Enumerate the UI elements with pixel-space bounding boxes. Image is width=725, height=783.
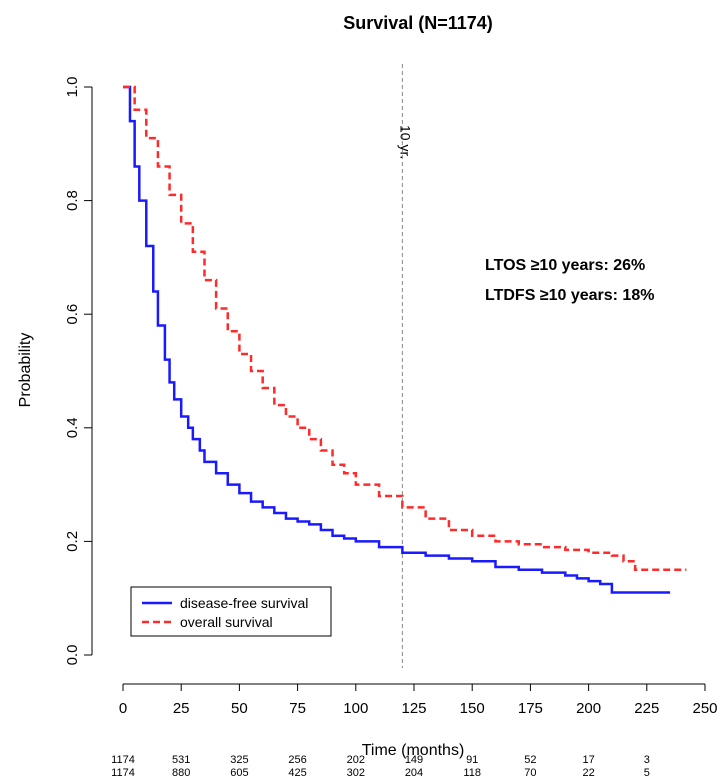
x-ticks: 0 25 50 75 100 125 150 175 200 225 250 — [119, 684, 718, 717]
y-tick-label: 0.8 — [64, 190, 81, 211]
risk-table-count: 302 — [347, 767, 365, 779]
x-tick-label: 0 — [119, 700, 127, 717]
x-tick-label: 25 — [173, 700, 190, 717]
series-disease-free-survival — [123, 85, 671, 594]
ten-year-label: 10 yr. — [397, 125, 413, 159]
y-ticks: 0.0 0.2 0.4 0.6 0.8 1.0 — [64, 77, 92, 666]
risk-table-count: 1174 — [111, 767, 135, 779]
x-tick-label: 175 — [518, 700, 543, 717]
x-tick-label: 250 — [692, 700, 717, 717]
annotation-ltos: LTOS ≥10 years: 26% — [485, 257, 645, 274]
risk-table-count: 52 — [524, 754, 536, 766]
x-tick-label: 225 — [634, 700, 659, 717]
y-tick-label: 0.6 — [64, 304, 81, 325]
risk-table-count: 149 — [405, 754, 423, 766]
risk-table-count: 5 — [644, 767, 650, 779]
series-overall-survival — [123, 85, 687, 572]
risk-table-count: 256 — [288, 754, 306, 766]
y-tick-label: 1.0 — [64, 77, 81, 98]
risk-table-count: 880 — [172, 767, 190, 779]
risk-table-count: 22 — [582, 767, 594, 779]
legend-box — [130, 586, 332, 637]
risk-table-count: 531 — [172, 754, 190, 766]
series-layer — [123, 85, 687, 594]
x-tick-label: 200 — [576, 700, 601, 717]
risk-table: 1174 531 325 256 202 149 91 52 17 3 1174 880 605 425 3… — [111, 754, 650, 779]
y-tick-label: 0.0 — [64, 645, 81, 666]
x-axis-label: Time (months) — [362, 742, 465, 759]
x-tick-label: 125 — [401, 700, 426, 717]
risk-table-count: 425 — [288, 767, 306, 779]
y-axis-label: Probability — [17, 333, 34, 408]
y-tick-label: 0.2 — [64, 531, 81, 552]
risk-table-count: 204 — [405, 767, 423, 779]
x-tick-label: 100 — [343, 700, 368, 717]
risk-table-count: 91 — [466, 754, 478, 766]
risk-table-count: 3 — [644, 754, 650, 766]
chart-title: Survival (N=1174) — [343, 13, 493, 33]
legend: disease-free survival overall survival — [130, 586, 332, 637]
risk-table-count: 17 — [582, 754, 594, 766]
risk-table-count: 70 — [524, 767, 536, 779]
legend-label-dfs: disease-free survival — [180, 595, 308, 611]
x-tick-label: 50 — [231, 700, 248, 717]
risk-table-count: 1174 — [111, 754, 135, 766]
x-tick-label: 150 — [460, 700, 485, 717]
risk-table-count: 325 — [230, 754, 248, 766]
annotation-ltdfs: LTDFS ≥10 years: 18% — [485, 287, 654, 304]
y-tick-label: 0.4 — [64, 417, 81, 438]
x-tick-label: 75 — [289, 700, 306, 717]
risk-table-count: 605 — [230, 767, 248, 779]
risk-table-count: 202 — [347, 754, 365, 766]
legend-label-os: overall survival — [180, 614, 273, 630]
risk-table-count: 118 — [463, 767, 481, 779]
